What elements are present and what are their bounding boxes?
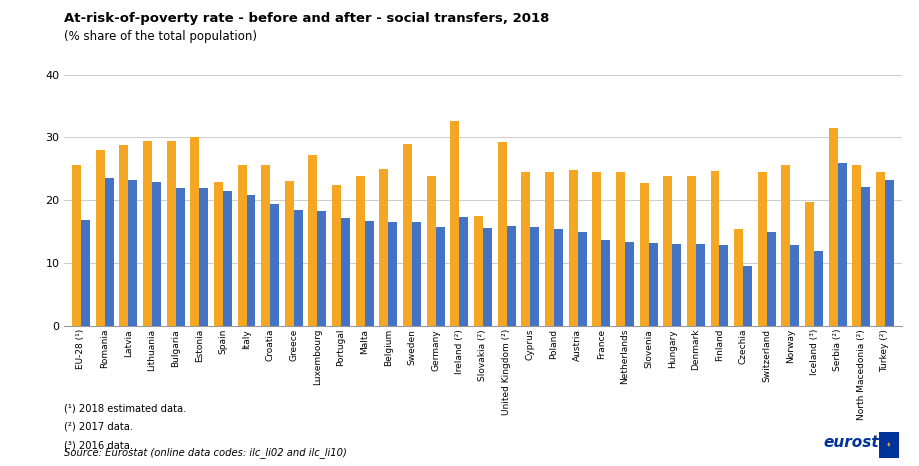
Text: eurostat: eurostat: [823, 435, 895, 450]
Text: Source: Eurostat (online data codes: ilc_li02 and ilc_li10): Source: Eurostat (online data codes: ilc…: [64, 447, 346, 458]
Bar: [521, 172, 529, 326]
Bar: [176, 188, 185, 326]
Bar: [459, 217, 468, 326]
Bar: [166, 141, 176, 326]
Bar: [482, 228, 492, 326]
Bar: [379, 169, 388, 326]
Bar: [497, 142, 506, 326]
Bar: [686, 177, 695, 326]
Bar: [733, 229, 743, 326]
Bar: [506, 226, 515, 326]
Text: (³) 2016 data.: (³) 2016 data.: [64, 440, 133, 450]
Bar: [884, 180, 893, 326]
Text: (¹) 2018 estimated data.: (¹) 2018 estimated data.: [64, 403, 187, 413]
Bar: [719, 245, 728, 326]
Bar: [364, 220, 373, 326]
Bar: [544, 172, 553, 326]
Bar: [412, 222, 421, 326]
Bar: [639, 183, 648, 326]
Bar: [875, 172, 884, 326]
Bar: [601, 240, 609, 326]
Bar: [577, 233, 586, 326]
Bar: [672, 244, 680, 326]
Text: ✦: ✦: [885, 442, 891, 448]
Bar: [119, 145, 128, 326]
Bar: [436, 227, 444, 326]
Bar: [142, 141, 152, 326]
Bar: [190, 137, 199, 326]
Bar: [813, 251, 823, 326]
Bar: [388, 222, 397, 326]
Bar: [473, 216, 482, 326]
Bar: [81, 220, 90, 326]
Bar: [663, 176, 672, 326]
Bar: [246, 195, 255, 326]
Bar: [285, 181, 293, 326]
Bar: [356, 177, 364, 326]
Bar: [222, 191, 232, 326]
Bar: [105, 178, 113, 326]
Bar: [828, 128, 837, 326]
Bar: [152, 182, 161, 326]
Bar: [261, 165, 270, 326]
Bar: [709, 171, 719, 326]
Bar: [426, 177, 436, 326]
Bar: [743, 266, 752, 326]
Text: At-risk-of-poverty rate - before and after - social transfers, 2018: At-risk-of-poverty rate - before and aft…: [64, 12, 550, 25]
Bar: [553, 229, 562, 326]
Bar: [332, 185, 341, 326]
Bar: [96, 150, 105, 326]
Bar: [860, 186, 869, 326]
Bar: [592, 172, 601, 326]
Bar: [293, 210, 302, 326]
Text: (% share of the total population): (% share of the total population): [64, 30, 257, 43]
Bar: [529, 227, 539, 326]
Bar: [780, 165, 789, 326]
Bar: [72, 165, 81, 326]
Text: (²) 2017 data.: (²) 2017 data.: [64, 422, 133, 432]
Bar: [213, 181, 222, 326]
Bar: [450, 121, 459, 326]
Bar: [789, 245, 799, 326]
Bar: [837, 163, 845, 326]
Bar: [270, 204, 278, 326]
Bar: [852, 164, 860, 326]
Bar: [199, 188, 208, 326]
Bar: [624, 242, 633, 326]
Bar: [757, 172, 766, 326]
Bar: [648, 242, 657, 326]
Bar: [695, 244, 704, 326]
Bar: [568, 170, 577, 326]
Bar: [766, 233, 775, 326]
Bar: [128, 179, 137, 326]
Bar: [804, 202, 813, 326]
Bar: [615, 172, 624, 326]
Bar: [237, 165, 246, 326]
Bar: [308, 155, 317, 326]
Bar: [317, 211, 326, 326]
Bar: [403, 144, 412, 326]
Bar: [341, 218, 350, 326]
